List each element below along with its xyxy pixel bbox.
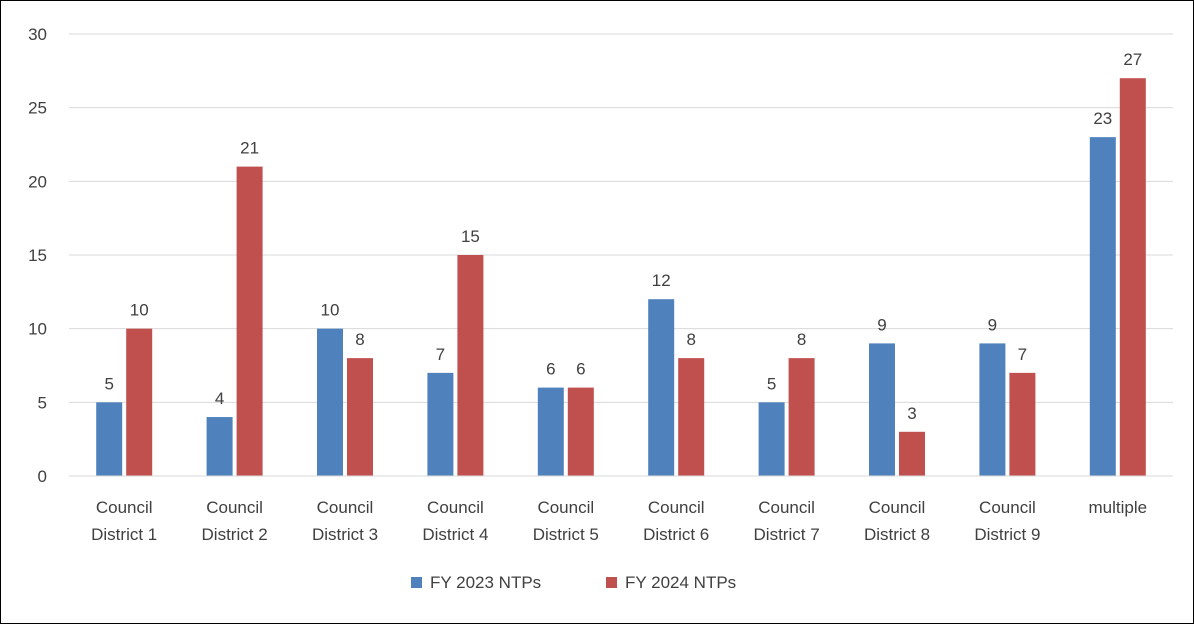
- data-label: 9: [988, 315, 997, 334]
- category-label: District 4: [422, 525, 488, 544]
- y-tick-label: 25: [28, 99, 47, 118]
- category-label: District 6: [643, 525, 709, 544]
- data-label: 8: [797, 330, 806, 349]
- data-label: 7: [436, 345, 445, 364]
- data-label: 10: [321, 301, 340, 320]
- category-label: District 9: [974, 525, 1040, 544]
- legend-label: FY 2023 NTPs: [430, 573, 541, 592]
- data-label: 9: [877, 315, 886, 334]
- bar-fy2023: [96, 402, 123, 476]
- y-tick-label: 15: [28, 246, 47, 265]
- category-label: Council: [427, 498, 484, 517]
- y-axis-ticks: 0 5 10 15 20 25 30: [28, 25, 47, 486]
- bar-fy2024: [899, 431, 925, 476]
- bar-fy2023: [427, 372, 454, 476]
- bar-fy2024: [1119, 78, 1146, 476]
- category-label: District 1: [91, 525, 157, 544]
- category-label: Council: [537, 498, 594, 517]
- category-label: District 7: [754, 525, 820, 544]
- category-label: Council: [96, 498, 153, 517]
- data-label: 5: [104, 374, 113, 393]
- data-label: 8: [355, 330, 364, 349]
- data-label: 5: [767, 374, 776, 393]
- data-label: 7: [1018, 345, 1027, 364]
- data-label: 3: [907, 404, 916, 423]
- bar-fy2023: [317, 328, 343, 476]
- category-label: multiple: [1089, 498, 1148, 517]
- bar-fy2024: [347, 358, 373, 476]
- category-label: District 8: [864, 525, 930, 544]
- bar-fy2024: [678, 358, 705, 476]
- bar-fy2024: [126, 328, 153, 476]
- gridlines: [69, 33, 1173, 403]
- y-tick-label: 0: [38, 467, 47, 486]
- y-tick-label: 30: [28, 25, 47, 44]
- y-tick-label: 5: [38, 393, 47, 412]
- category-label: Council: [206, 498, 263, 517]
- data-label: 23: [1093, 109, 1112, 128]
- legend-swatch: [606, 577, 617, 588]
- category-label: Council: [648, 498, 705, 517]
- y-tick-label: 10: [28, 320, 47, 339]
- data-label: 21: [240, 139, 259, 158]
- bar-fy2024: [236, 166, 263, 476]
- category-label: District 2: [202, 525, 268, 544]
- category-label: Council: [869, 498, 926, 517]
- bar-fy2023: [648, 299, 675, 476]
- legend-label: FY 2024 NTPs: [625, 573, 736, 592]
- category-label: District 5: [533, 525, 599, 544]
- legend-swatch: [411, 577, 422, 588]
- data-label: 15: [461, 227, 480, 246]
- bar-fy2023: [1089, 137, 1116, 476]
- bar-fy2024: [457, 255, 484, 476]
- data-label: 8: [686, 330, 695, 349]
- bar-fy2023: [206, 417, 233, 476]
- bar-fy2023: [758, 402, 785, 476]
- bars: [96, 78, 1146, 476]
- category-label: District 3: [312, 525, 378, 544]
- bar-fy2024: [1009, 372, 1036, 476]
- category-label: Council: [979, 498, 1036, 517]
- data-label: 12: [652, 271, 671, 290]
- y-tick-label: 20: [28, 172, 47, 191]
- data-label: 6: [576, 360, 585, 379]
- category-label: Council: [317, 498, 374, 517]
- data-label: 10: [130, 301, 149, 320]
- data-label: 6: [546, 360, 555, 379]
- bar-fy2023: [869, 343, 895, 476]
- bar-fy2023: [979, 343, 1006, 476]
- bar-fy2023: [537, 387, 564, 476]
- bar-fy2024: [567, 387, 594, 476]
- category-label: Council: [758, 498, 815, 517]
- legend: FY 2023 NTPs FY 2024 NTPs: [411, 573, 736, 592]
- category-labels: Council District 1 Council District 2 Counci…: [91, 498, 1147, 544]
- data-label: 27: [1123, 50, 1142, 69]
- data-label: 4: [215, 389, 224, 408]
- bar-fy2024: [788, 358, 815, 476]
- data-labels: 5 10 4 21 10 8 7 15 6 6 12 8 5 8 9 3 9 7 23 27: [104, 50, 1142, 423]
